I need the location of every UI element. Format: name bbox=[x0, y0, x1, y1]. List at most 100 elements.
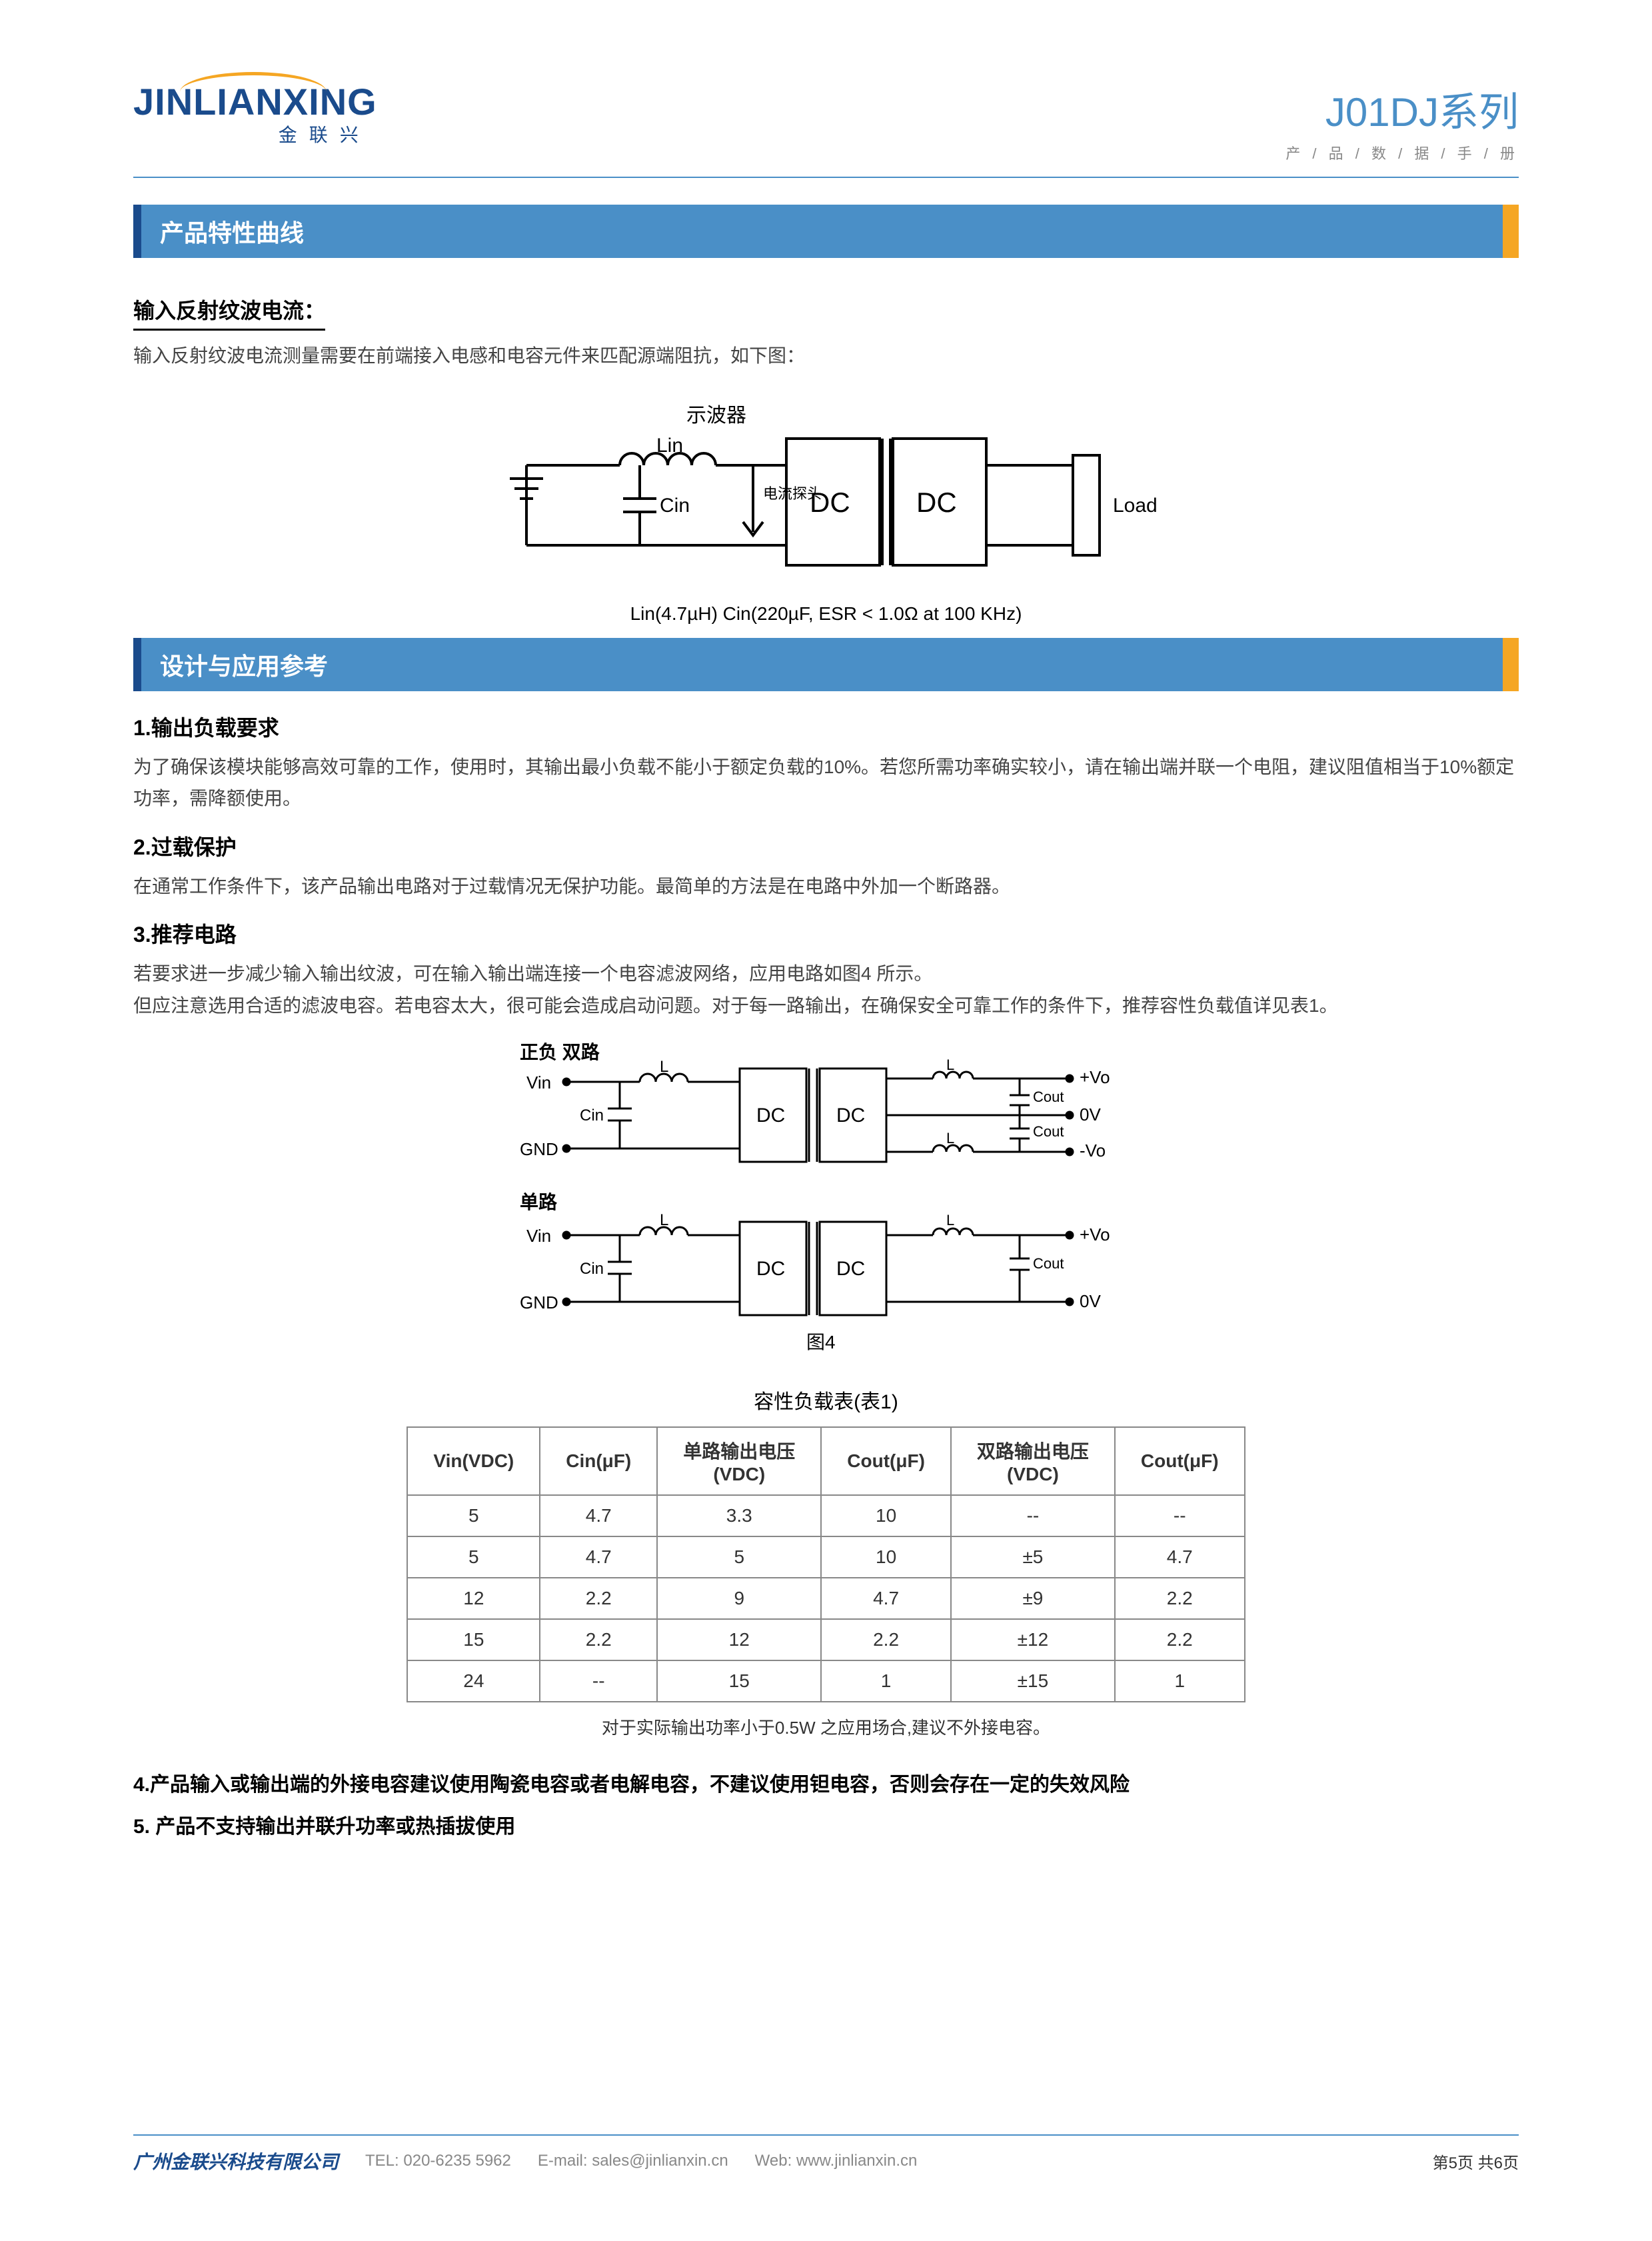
cout-s: Cout bbox=[1033, 1255, 1064, 1272]
table-cell: ±15 bbox=[951, 1660, 1115, 1702]
cap-table-header: Cin(μF) bbox=[540, 1427, 657, 1495]
diagram-ripple: 示波器 Lin Cin 电流探头 DC DC Load Lin(4.7µH) C… bbox=[133, 392, 1519, 625]
l-label-s: L bbox=[660, 1211, 668, 1229]
dc2-label: DC bbox=[916, 487, 957, 518]
vin-label: Vin bbox=[526, 1073, 551, 1093]
table-cell: 10 bbox=[821, 1536, 951, 1578]
cout-dn: Cout bbox=[1033, 1123, 1064, 1140]
figure4-caption: 图4 bbox=[806, 1332, 836, 1352]
table-cell: 2.2 bbox=[540, 1578, 657, 1619]
l-out-s: L bbox=[946, 1212, 954, 1228]
footer-page: 第5页 共6页 bbox=[1433, 2150, 1519, 2173]
cap-table-title: 容性负载表(表1) bbox=[133, 1385, 1519, 1414]
cap-table-header: Vin(VDC) bbox=[407, 1427, 540, 1495]
table-cell: 15 bbox=[407, 1619, 540, 1660]
table-cell: ±9 bbox=[951, 1578, 1115, 1619]
logo-swoosh-icon bbox=[180, 72, 327, 92]
load-label: Load bbox=[1113, 495, 1158, 517]
table-cell: 15 bbox=[657, 1660, 821, 1702]
lin-label: Lin bbox=[656, 435, 683, 457]
table-row: 54.73.310---- bbox=[407, 1495, 1244, 1536]
table-cell: -- bbox=[540, 1660, 657, 1702]
table-cell: 4.7 bbox=[540, 1495, 657, 1536]
table-cell: -- bbox=[1115, 1495, 1245, 1536]
table-cell: 2.2 bbox=[821, 1619, 951, 1660]
logo-text: JINLIANXING bbox=[133, 80, 377, 123]
table-row: 54.7510±54.7 bbox=[407, 1536, 1244, 1578]
item4-note: 4.产品输入或输出端的外接电容建议使用陶瓷电容或者电解电容，不建议使用钽电容，否… bbox=[133, 1766, 1519, 1804]
cin-label: Cin bbox=[660, 495, 690, 517]
section-bar-curves: 产品特性曲线 bbox=[133, 205, 1519, 258]
table-cell: 4.7 bbox=[821, 1578, 951, 1619]
item5-note: 5. 产品不支持输出并联升功率或热插拔使用 bbox=[133, 1808, 1519, 1846]
item3-title: 3.推荐电路 bbox=[133, 918, 1519, 949]
cap-table-header: 单路输出电压(VDC) bbox=[657, 1427, 821, 1495]
cin-label2: Cin bbox=[580, 1107, 604, 1124]
table-cell: 4.7 bbox=[1115, 1536, 1245, 1578]
osc-label: 示波器 bbox=[686, 405, 746, 427]
table-cell: 2.2 bbox=[1115, 1619, 1245, 1660]
table-cell: 10 bbox=[821, 1495, 951, 1536]
cap-table-header: 双路输出电压(VDC) bbox=[951, 1427, 1115, 1495]
email-label: E-mail: bbox=[538, 2152, 588, 2170]
table-cell: ±5 bbox=[951, 1536, 1115, 1578]
table-cell: ±12 bbox=[951, 1619, 1115, 1660]
ov-s: 0V bbox=[1080, 1291, 1101, 1311]
ripple-current-desc: 输入反射纹波电流测量需要在前端接入电感和电容元件来匹配源端阻抗，如下图： bbox=[133, 340, 1519, 372]
l-label: L bbox=[660, 1058, 668, 1076]
dc2-f4: DC bbox=[836, 1105, 865, 1126]
ripple-diagram-caption: Lin(4.7µH) Cin(220µF, ESR < 1.0Ω at 100 … bbox=[133, 603, 1519, 625]
item2-title: 2.过载保护 bbox=[133, 831, 1519, 861]
cap-table-header: Cout(μF) bbox=[1115, 1427, 1245, 1495]
logo-sub-text: 金联兴 bbox=[133, 121, 377, 147]
item1-title: 1.输出负载要求 bbox=[133, 711, 1519, 742]
dc1-f4: DC bbox=[756, 1105, 785, 1126]
table-cell: 12 bbox=[407, 1578, 540, 1619]
pvo-s: +Vo bbox=[1080, 1224, 1110, 1244]
nvo-label: -Vo bbox=[1080, 1140, 1106, 1160]
table-cell: 9 bbox=[657, 1578, 821, 1619]
cap-load-table: Vin(VDC)Cin(μF)单路输出电压(VDC) Cout(μF)双路输出电压… bbox=[407, 1426, 1245, 1702]
web-label: Web: bbox=[755, 2152, 792, 2170]
cin-label-s: Cin bbox=[580, 1260, 604, 1278]
tel-val: 020-6235 5962 bbox=[403, 2152, 510, 2170]
table-row: 152.2122.2±122.2 bbox=[407, 1619, 1244, 1660]
item3-text2: 但应注意选用合适的滤波电容。若电容太大，很可能会造成启动问题。对于每一路输出，在… bbox=[133, 990, 1519, 1022]
gnd-label-s: GND bbox=[520, 1292, 558, 1312]
table-cell: 2.2 bbox=[1115, 1578, 1245, 1619]
logo-block: JINLIANXING 金联兴 bbox=[133, 80, 377, 147]
ripple-current-title: 输入反射纹波电流： bbox=[133, 294, 325, 331]
table-cell: 5 bbox=[407, 1536, 540, 1578]
item1-text: 为了确保该模块能够高效可靠的工作，使用时，其输出最小负载不能小于额定负载的10%… bbox=[133, 751, 1519, 815]
tel-label: TEL: bbox=[365, 2152, 399, 2170]
footer: 广州金联兴科技有限公司 TEL: 020-6235 5962 E-mail: s… bbox=[133, 2134, 1519, 2174]
doc-subtitle: 产 / 品 / 数 / 据 / 手 / 册 bbox=[1285, 142, 1519, 163]
table-cell: -- bbox=[951, 1495, 1115, 1536]
table-cell: 5 bbox=[657, 1536, 821, 1578]
page: JINLIANXING 金联兴 J01DJ系列 产 / 品 / 数 / 据 / … bbox=[0, 0, 1652, 2241]
table-cell: 24 bbox=[407, 1660, 540, 1702]
dc2-s: DC bbox=[836, 1258, 865, 1280]
gnd-label: GND bbox=[520, 1139, 558, 1159]
dual-label: 正负 双路 bbox=[520, 1042, 600, 1063]
header: JINLIANXING 金联兴 J01DJ系列 产 / 品 / 数 / 据 / … bbox=[133, 80, 1519, 178]
table-cell: 1 bbox=[1115, 1660, 1245, 1702]
section-bar-label: 产品特性曲线 bbox=[160, 219, 304, 247]
dc1-s: DC bbox=[756, 1258, 785, 1280]
ov-label: 0V bbox=[1080, 1105, 1101, 1124]
table-row: 122.294.7±92.2 bbox=[407, 1578, 1244, 1619]
figure4-svg: 正负 双路 Vin Cin GND L DC DC L L Cout Cout … bbox=[480, 1042, 1173, 1362]
email-val: sales@jinlianxin.cn bbox=[592, 2152, 728, 2170]
ripple-circuit-svg: 示波器 Lin Cin 电流探头 DC DC Load bbox=[473, 392, 1180, 592]
section-bar-label-2: 设计与应用参考 bbox=[160, 653, 328, 680]
table-cell: 4.7 bbox=[540, 1536, 657, 1578]
cap-table-note: 对于实际输出功率小于0.5W 之应用场合,建议不外接电容。 bbox=[133, 1714, 1519, 1739]
item3-text1: 若要求进一步减少输入输出纹波，可在输入输出端连接一个电容滤波网络，应用电路如图4… bbox=[133, 958, 1519, 990]
item2-text: 在通常工作条件下，该产品输出电路对于过载情况无保护功能。最简单的方法是在电路中外… bbox=[133, 871, 1519, 903]
title-block: J01DJ系列 产 / 品 / 数 / 据 / 手 / 册 bbox=[1285, 80, 1519, 163]
dc1-label: DC bbox=[810, 487, 850, 518]
table-cell: 5 bbox=[407, 1495, 540, 1536]
l-out-label2: L bbox=[946, 1130, 954, 1146]
web-val: www.jinlianxin.cn bbox=[796, 2152, 917, 2170]
footer-company: 广州金联兴科技有限公司 bbox=[133, 2148, 339, 2174]
